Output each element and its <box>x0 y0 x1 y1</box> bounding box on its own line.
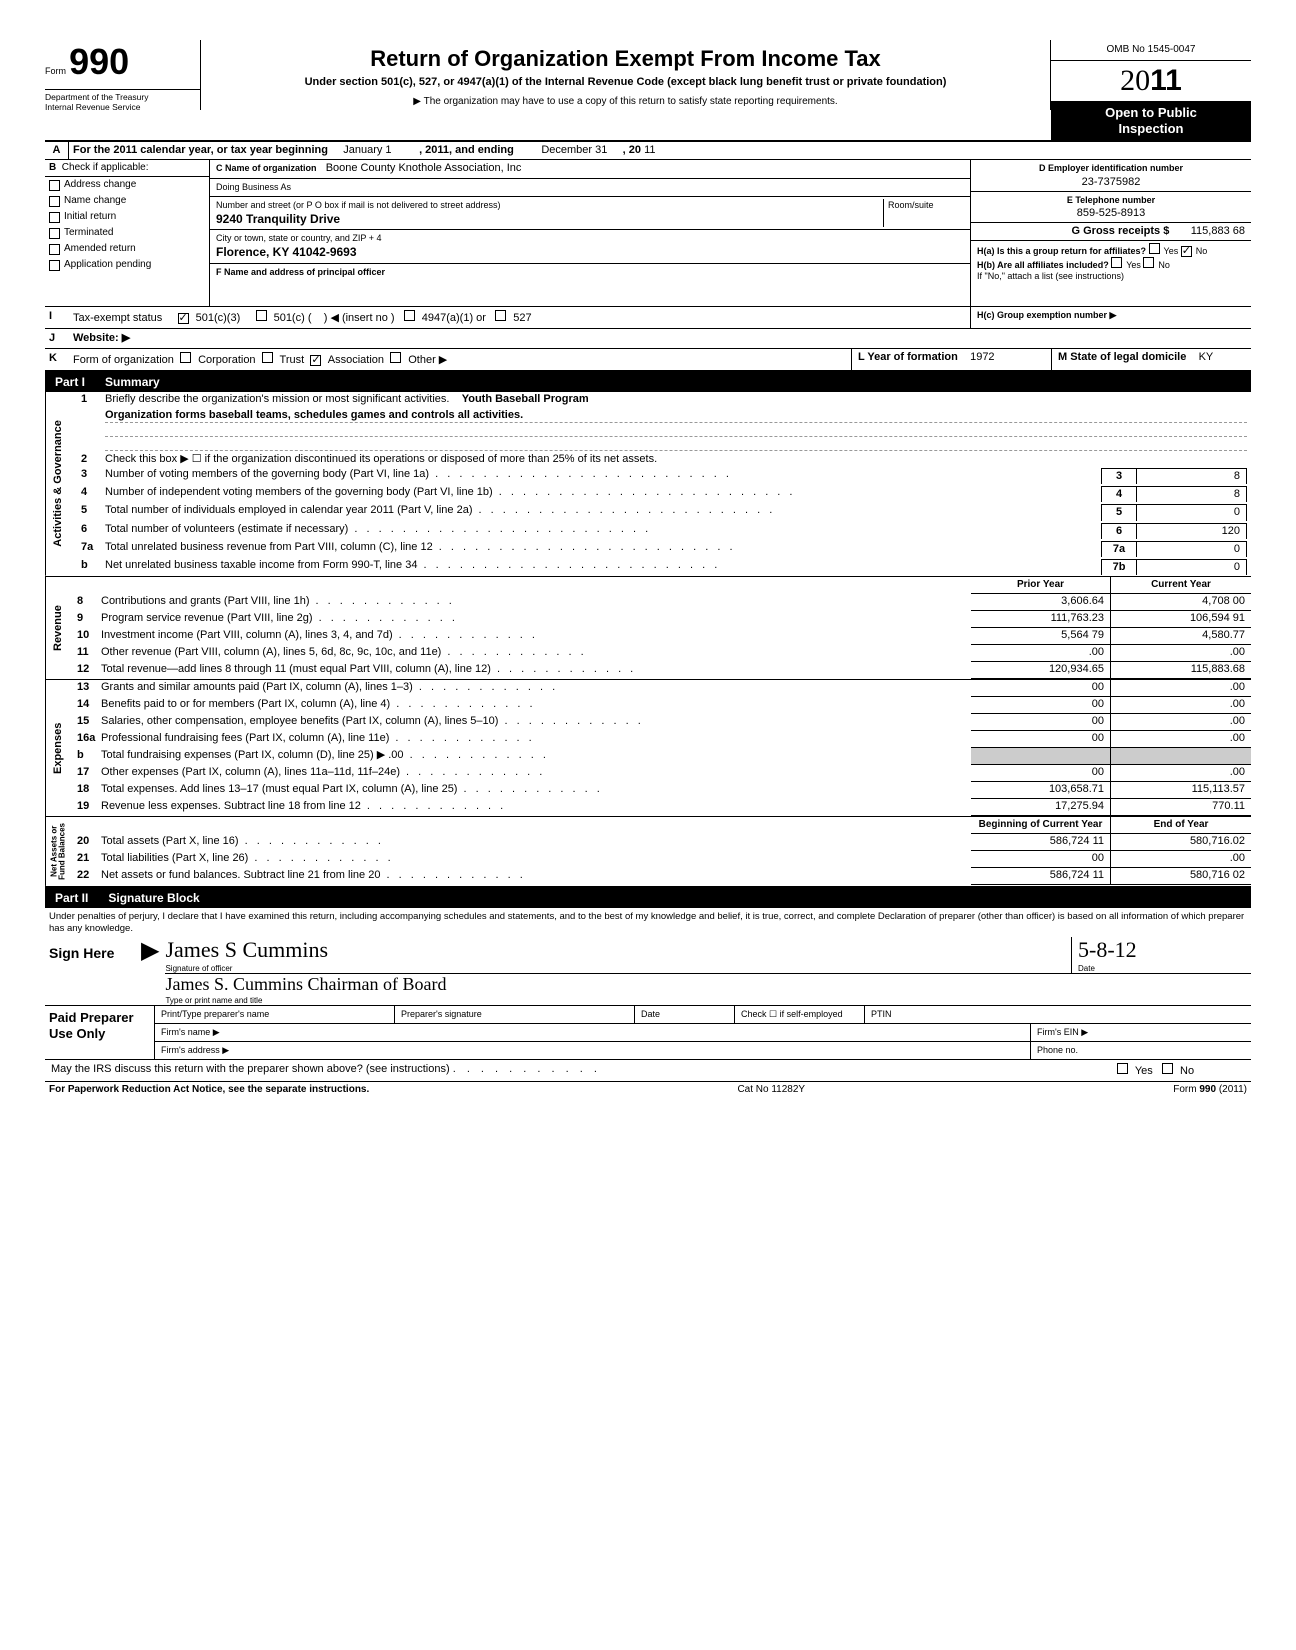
mission-short: Youth Baseball Program <box>462 393 589 405</box>
chk-initial-return[interactable]: Initial return <box>45 209 209 225</box>
telephone: 859-525-8913 <box>1077 207 1146 219</box>
summary-governance: Activities & Governance 1 Briefly descri… <box>45 392 1251 577</box>
form-ref: Form 990 (2011) <box>1173 1084 1247 1096</box>
gross-receipts: 115,883 68 <box>1191 225 1245 237</box>
org-name: Boone County Knothole Association, Inc <box>326 162 522 174</box>
penalty-text: Under penalties of perjury, I declare th… <box>45 908 1251 937</box>
row-a: A For the 2011 calendar year, or tax yea… <box>45 142 1251 160</box>
col-b: B Check if applicable: Address change Na… <box>45 160 210 305</box>
ha-no[interactable] <box>1181 246 1192 257</box>
discuss-row: May the IRS discuss this return with the… <box>45 1060 1251 1082</box>
line-9: 9 Program service revenue (Part VIII, li… <box>71 611 1251 628</box>
line-11: 11 Other revenue (Part VIII, column (A),… <box>71 645 1251 662</box>
chk-name-change[interactable]: Name change <box>45 193 209 209</box>
chk-assoc[interactable] <box>310 355 321 366</box>
line-16a: 16a Professional fundraising fees (Part … <box>71 731 1251 748</box>
line-19: 19 Revenue less expenses. Subtract line … <box>71 799 1251 816</box>
line-17: 17 Other expenses (Part IX, column (A), … <box>71 765 1251 782</box>
gov-line-5: 5 Total number of individuals employed i… <box>71 503 1251 521</box>
form-number: 990 <box>69 41 129 82</box>
footer: For Paperwork Reduction Act Notice, see … <box>45 1082 1251 1098</box>
ha-yes[interactable] <box>1149 243 1160 254</box>
chk-527[interactable] <box>495 310 506 321</box>
vert-expenses: Expenses <box>45 680 71 816</box>
officer-name-title: James S. Cummins Chairman of Board <box>165 974 1251 996</box>
line-8: 8 Contributions and grants (Part VIII, l… <box>71 594 1251 611</box>
chk-application-pending[interactable]: Application pending <box>45 257 209 273</box>
discuss-yes[interactable] <box>1117 1063 1128 1074</box>
chk-trust[interactable] <box>262 352 273 363</box>
col-c-f: C Name of organization Boone County Knot… <box>210 160 971 305</box>
dept-irs: Internal Revenue Service <box>45 102 200 112</box>
chk-address-change[interactable]: Address change <box>45 177 209 193</box>
gov-line-6: 6 Total number of volunteers (estimate i… <box>71 522 1251 540</box>
line-22: 22 Net assets or fund balances. Subtract… <box>71 868 1251 885</box>
chk-terminated[interactable]: Terminated <box>45 225 209 241</box>
tax-year: 2011 <box>1051 61 1251 101</box>
summary-net-assets: Net Assets orFund Balances Beginning of … <box>45 817 1251 888</box>
discuss-no[interactable] <box>1162 1063 1173 1074</box>
line-b: b Total fundraising expenses (Part IX, c… <box>71 748 1251 765</box>
vert-revenue: Revenue <box>45 577 71 679</box>
line-12: 12 Total revenue—add lines 8 through 11 … <box>71 662 1251 679</box>
line-18: 18 Total expenses. Add lines 13–17 (must… <box>71 782 1251 799</box>
omb-number: OMB No 1545-0047 <box>1051 40 1251 61</box>
street-address: 9240 Tranquility Drive <box>216 212 340 226</box>
state-domicile: KY <box>1199 351 1214 363</box>
year-prefix: 20 <box>1120 64 1150 97</box>
dept-treasury: Department of the Treasury <box>45 89 200 102</box>
mission-text: Organization forms baseball teams, sched… <box>105 409 1247 423</box>
letter-a: A <box>45 142 69 159</box>
gov-line-7a: 7a Total unrelated business revenue from… <box>71 540 1251 558</box>
form-header: Form 990 Department of the Treasury Inte… <box>45 40 1251 142</box>
summary-expenses: Expenses 13 Grants and similar amounts p… <box>45 680 1251 817</box>
chk-501c[interactable] <box>256 310 267 321</box>
open-to-public: Open to Public Inspection <box>1051 101 1251 140</box>
gov-line-4: 4 Number of independent voting members o… <box>71 485 1251 503</box>
gov-line-3: 3 Number of voting members of the govern… <box>71 467 1251 485</box>
chk-corp[interactable] <box>180 352 191 363</box>
row-k: K Form of organization Corporation Trust… <box>45 349 1251 372</box>
vert-governance: Activities & Governance <box>45 392 71 576</box>
hb-yes[interactable] <box>1111 257 1122 268</box>
year-suffix: 11 <box>1150 64 1182 97</box>
paid-preparer: Paid Preparer Use Only Print/Type prepar… <box>45 1006 1251 1059</box>
part2-header: Part II Signature Block <box>45 888 1251 908</box>
sig-date: 5-8-12 <box>1078 937 1251 963</box>
hb-no[interactable] <box>1143 257 1154 268</box>
row-i: I Tax-exempt status 501(c)(3) 501(c) ( )… <box>45 307 1251 329</box>
part1-header: Part I Summary <box>45 372 1251 392</box>
form-number-box: Form 990 Department of the Treasury Inte… <box>45 40 200 117</box>
main-title: Return of Organization Exempt From Incom… <box>211 46 1040 72</box>
city-state-zip: Florence, KY 41042-9693 <box>216 245 357 259</box>
col-d-h: D Employer identification number 23-7375… <box>971 160 1251 305</box>
line-10: 10 Investment income (Part VIII, column … <box>71 628 1251 645</box>
summary-revenue: Revenue Prior Year Current Year 8 Contri… <box>45 577 1251 680</box>
ein: 23-7375982 <box>1082 176 1141 188</box>
chk-4947[interactable] <box>404 310 415 321</box>
year-formation: 1972 <box>970 351 994 363</box>
title-box: Return of Organization Exempt From Incom… <box>200 40 1051 110</box>
officer-signature: James S Cummins <box>165 937 1071 963</box>
form-label: Form <box>45 66 66 76</box>
section-b-h: B Check if applicable: Address change Na… <box>45 160 1251 306</box>
chk-other[interactable] <box>390 352 401 363</box>
subtitle: Under section 501(c), 527, or 4947(a)(1)… <box>211 76 1040 89</box>
line-21: 21 Total liabilities (Part X, line 26) .… <box>71 851 1251 868</box>
line-20: 20 Total assets (Part X, line 16) . . . … <box>71 834 1251 851</box>
arrow-icon: ▶ <box>135 937 165 1005</box>
gov-line-b: b Net unrelated business taxable income … <box>71 558 1251 576</box>
note: ▶ The organization may have to use a cop… <box>211 96 1040 108</box>
row-j: J Website: ▶ <box>45 329 1251 349</box>
vert-net-assets: Net Assets orFund Balances <box>45 817 71 886</box>
line-13: 13 Grants and similar amounts paid (Part… <box>71 680 1251 697</box>
omb-box: OMB No 1545-0047 2011 Open to Public Ins… <box>1051 40 1251 140</box>
chk-501c3[interactable] <box>178 313 189 324</box>
sign-here-row: Sign Here ▶ James S Cummins Signature of… <box>45 937 1251 1006</box>
line-15: 15 Salaries, other compensation, employe… <box>71 714 1251 731</box>
line-14: 14 Benefits paid to or for members (Part… <box>71 697 1251 714</box>
row-a-content: For the 2011 calendar year, or tax year … <box>69 142 1251 159</box>
chk-amended[interactable]: Amended return <box>45 241 209 257</box>
